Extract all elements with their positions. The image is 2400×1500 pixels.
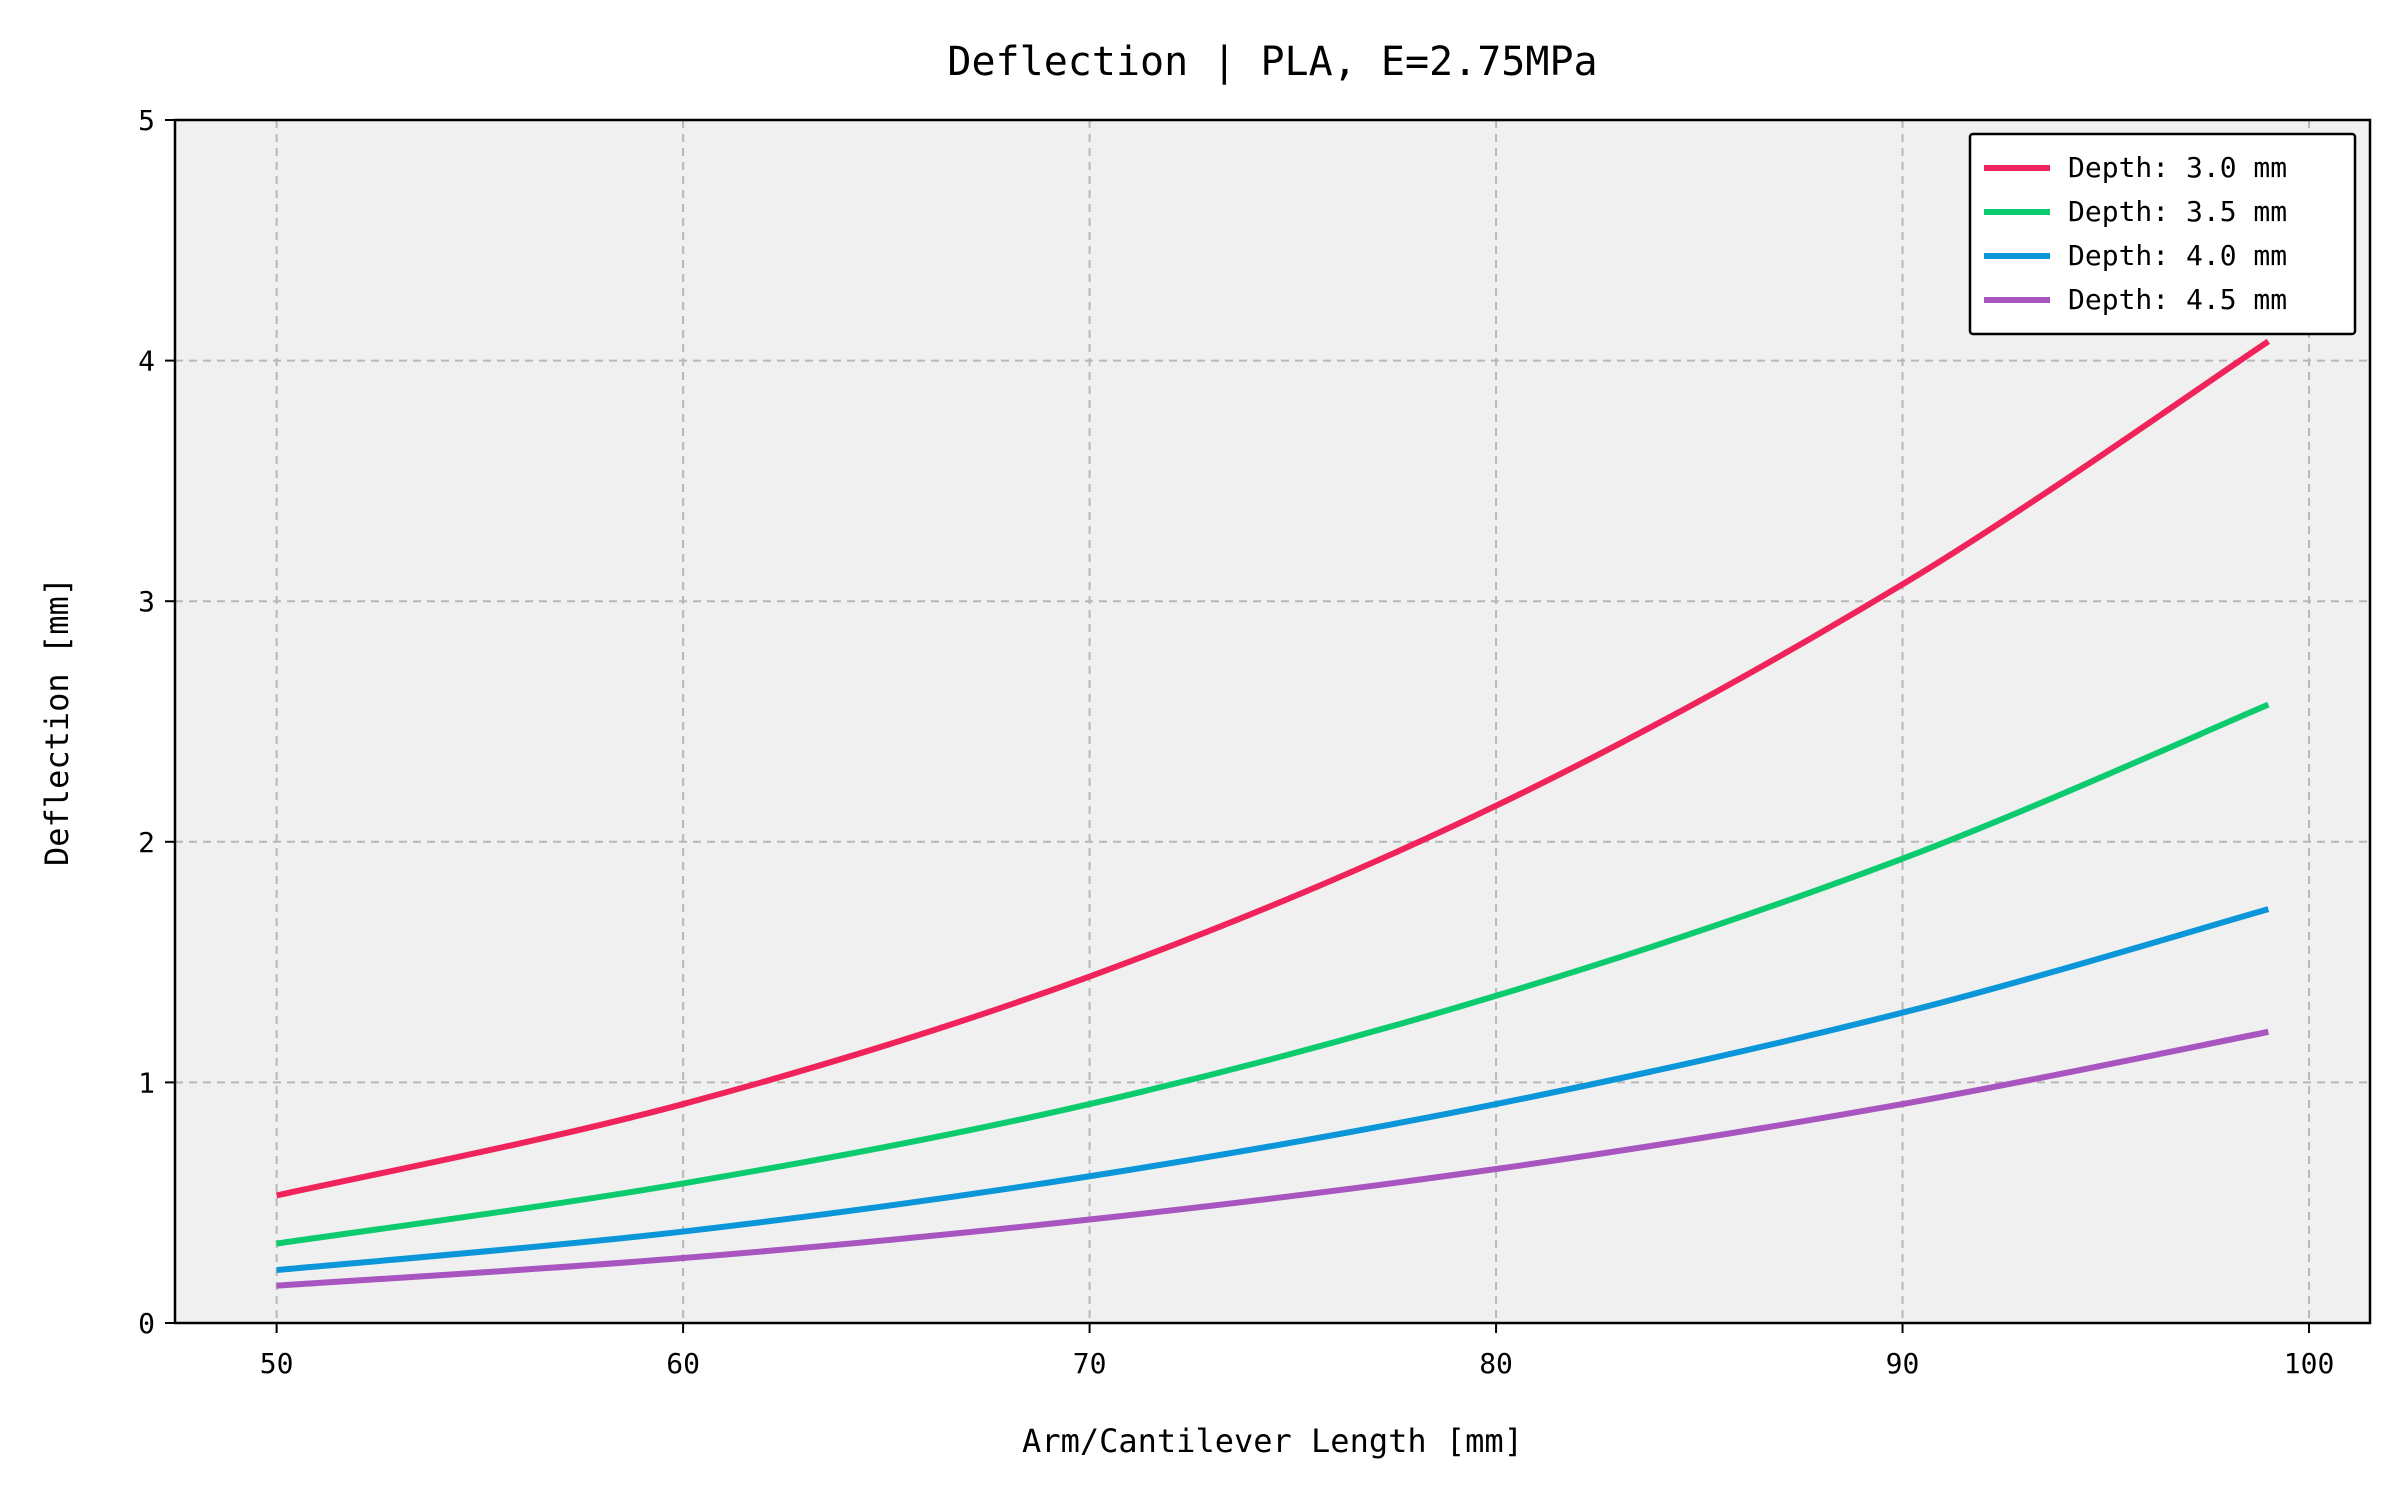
y-tick-label: 5 — [138, 104, 155, 137]
x-tick-label: 90 — [1886, 1347, 1920, 1380]
x-axis-label: Arm/Cantilever Length [mm] — [1022, 1422, 1523, 1460]
ticks-layer: 50 60 70 80 90 100 0 1 2 3 4 5 — [138, 104, 2334, 1380]
series-line-3 — [276, 906, 2270, 1274]
x-tick-label: 50 — [260, 1347, 294, 1380]
y-tick-label: 4 — [138, 345, 155, 378]
chart-title: Deflection | PLA, E=2.75MPa — [947, 39, 1597, 85]
series-line-4 — [276, 1028, 2269, 1289]
y-tick-label: 2 — [138, 826, 155, 859]
grid — [175, 120, 2370, 1323]
x-tick-label: 80 — [1479, 1347, 1513, 1380]
x-tick-label: 60 — [666, 1347, 700, 1380]
legend-box — [1968, 132, 2357, 336]
legend-label: Depth: 3.5 mm — [2068, 195, 2287, 228]
legend: Depth: 3.0 mm Depth: 3.5 mm Depth: 4.0 mm D… — [1968, 132, 2357, 336]
y-tick-label: 0 — [138, 1307, 155, 1340]
legend-label: Depth: 4.0 mm — [2068, 239, 2287, 272]
y-tick-label: 1 — [138, 1066, 155, 1099]
plot-frame — [173, 118, 2372, 1325]
legend-label: Depth: 4.5 mm — [2068, 283, 2287, 316]
series-line-2 — [276, 701, 2270, 1247]
series-layer — [275, 338, 2271, 1289]
legend-label: Depth: 3.0 mm — [2068, 151, 2287, 184]
x-tick-label: 70 — [1073, 1347, 1107, 1380]
x-tick-label: 100 — [2284, 1347, 2335, 1380]
y-axis-label: Deflection [mm] — [38, 577, 76, 866]
y-tick-label: 3 — [138, 585, 155, 618]
series-line-1 — [275, 338, 2271, 1199]
